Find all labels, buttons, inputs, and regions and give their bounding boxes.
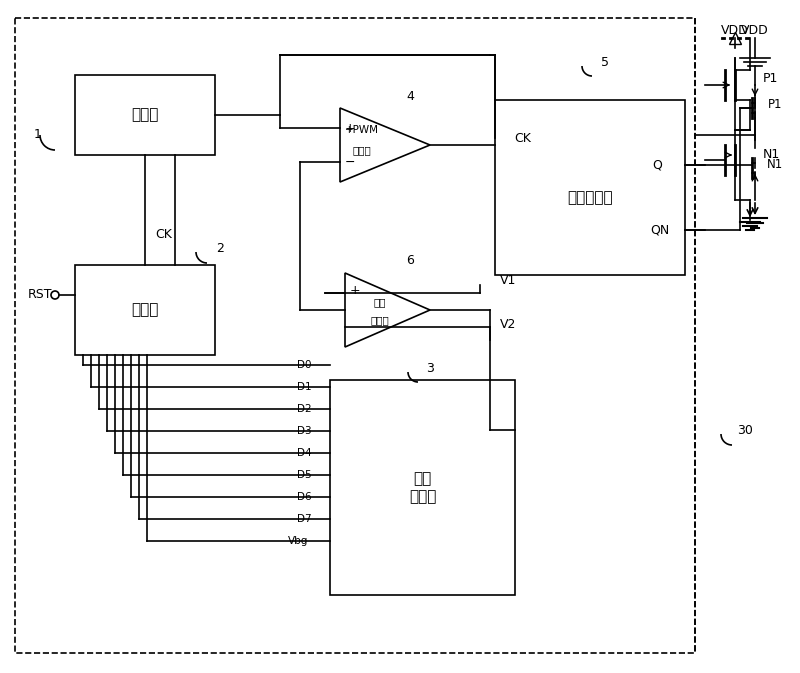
Text: D1: D1 xyxy=(298,382,312,392)
Text: D6: D6 xyxy=(298,492,312,502)
Text: CK: CK xyxy=(514,131,531,145)
Text: −: − xyxy=(345,155,355,168)
Bar xyxy=(75,75,215,155)
Text: CK: CK xyxy=(155,229,172,242)
Bar xyxy=(15,18,695,653)
Text: +PWM: +PWM xyxy=(345,125,379,135)
Text: 5: 5 xyxy=(601,55,609,69)
Text: 2: 2 xyxy=(216,242,224,254)
Text: P1: P1 xyxy=(768,98,782,112)
Text: P1: P1 xyxy=(763,71,778,85)
Text: 振荡器: 振荡器 xyxy=(131,108,158,122)
Bar xyxy=(75,265,215,355)
Text: QN: QN xyxy=(650,223,670,236)
Text: VDD: VDD xyxy=(721,24,749,36)
Text: 3: 3 xyxy=(426,361,434,374)
Text: D5: D5 xyxy=(298,470,312,480)
Text: 30: 30 xyxy=(737,423,753,437)
Polygon shape xyxy=(345,273,430,347)
Text: 1: 1 xyxy=(34,129,42,141)
Text: 放大器: 放大器 xyxy=(370,315,390,325)
Polygon shape xyxy=(340,108,430,182)
Text: D3: D3 xyxy=(298,426,312,436)
Bar xyxy=(495,100,685,275)
Text: 计数器: 计数器 xyxy=(131,302,158,318)
Text: D4: D4 xyxy=(298,448,312,458)
Text: 比较器: 比较器 xyxy=(353,145,371,155)
Text: +: + xyxy=(345,122,355,135)
Text: 误差: 误差 xyxy=(374,297,386,307)
Text: V1: V1 xyxy=(500,275,516,287)
Text: RST: RST xyxy=(27,289,52,302)
Text: N1: N1 xyxy=(763,149,780,162)
Text: D0: D0 xyxy=(298,360,312,370)
Text: 6: 6 xyxy=(406,254,414,267)
Text: VDD: VDD xyxy=(741,24,769,36)
Text: Vbg: Vbg xyxy=(288,536,308,546)
Text: 开关控制器: 开关控制器 xyxy=(567,190,613,205)
Text: V2: V2 xyxy=(500,318,516,332)
Text: N1: N1 xyxy=(767,159,783,172)
Text: 4: 4 xyxy=(406,90,414,102)
Text: Q: Q xyxy=(652,159,662,172)
Text: D7: D7 xyxy=(298,514,312,524)
Text: 数模
转换器: 数模 转换器 xyxy=(409,471,436,503)
Bar xyxy=(330,380,515,595)
Text: D2: D2 xyxy=(298,404,312,414)
Text: +: + xyxy=(350,285,360,297)
